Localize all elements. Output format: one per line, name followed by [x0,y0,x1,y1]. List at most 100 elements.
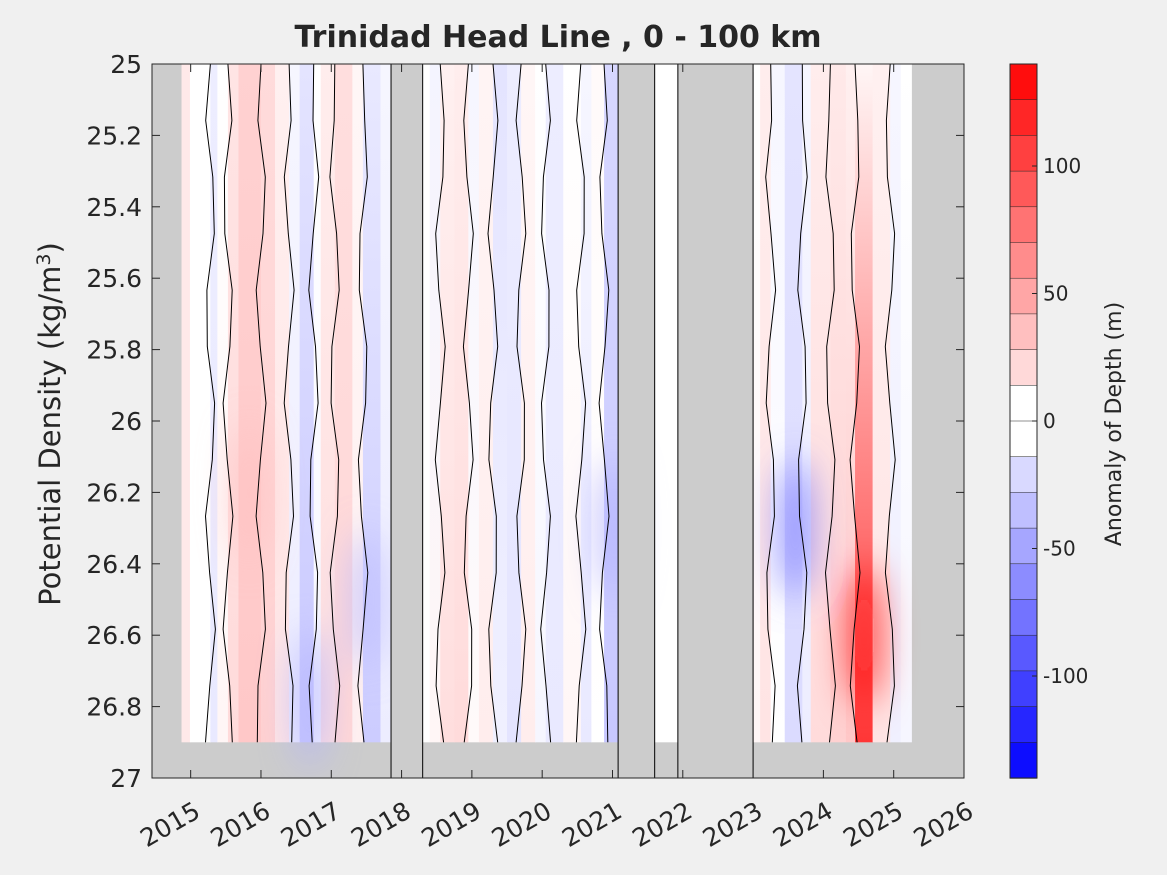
anomaly-column [299,64,315,743]
anomaly-column [260,64,276,743]
contour-line [204,64,216,743]
colorbar-swatch [1009,670,1038,708]
colorbar-swatch [1009,456,1038,494]
data-gaps [390,64,754,778]
anomaly-column [507,64,522,743]
y-tick-label: 26.6 [86,621,142,650]
y-tick-label: 26.4 [86,550,142,579]
anomaly-column [468,64,480,743]
anomaly-column [352,64,364,743]
data-gap [617,64,656,778]
contour-line [824,64,836,743]
y-tick-label: 26.2 [86,478,142,507]
anomaly-column [545,64,564,743]
anomaly-column [320,64,336,743]
anomaly-column [429,64,441,743]
anomaly-feature [352,529,381,670]
contour-line [515,64,527,743]
contour-line [849,64,861,743]
anomaly-column [521,64,536,743]
colorbar-swatch [1009,99,1038,137]
anomaly-column [454,64,469,743]
anomaly-column [872,64,891,743]
x-tick-label: 2018 [346,796,416,853]
contour-line [487,64,499,743]
anomaly-feature [781,458,810,599]
colorbar-tick-label: 50 [1043,282,1068,306]
colorbar-swatch [1009,385,1038,422]
anomaly-column [802,64,812,743]
anomaly-column [422,64,431,743]
colorbar-tick-label: 0 [1043,409,1056,433]
contour-lines [204,64,896,743]
contour-line [540,64,552,743]
anomaly-column [535,64,547,743]
y-axis-label: Potential Density (kg/m3) [33,242,67,606]
anomaly-feature [235,422,264,563]
anomaly-column [275,64,290,743]
colorbar-tick-label: 100 [1043,154,1081,178]
anomaly-column [770,64,786,743]
anomaly-column [181,64,191,743]
anomaly-column [289,64,301,743]
x-tick-label: 2021 [557,796,627,853]
contour-line [283,64,295,743]
anomaly-column [830,64,847,743]
contour-line [765,64,777,743]
anomaly-column [580,64,592,743]
anomaly-column [845,64,856,743]
y-axis: 25 25.2 25.4 25.6 25.8 26 26.2 26.4 26.6 26.8 27 [86,50,964,793]
anomaly-column [189,64,211,743]
x-tick-label: 2015 [135,796,205,853]
contour-line [222,64,234,743]
anomaly-column [334,64,353,743]
x-tick-label: 2024 [768,796,838,853]
anomaly-column [784,64,803,743]
data-gap [390,64,424,778]
y-tick-label: 25.8 [86,336,142,365]
contour-line [598,64,610,743]
colorbar-ticks: 100 50 0 -50 -100 [1032,154,1088,688]
contour-line [796,64,808,743]
colorbar: 100 50 0 -50 -100 Anomaly of Depth (m) [1009,63,1127,779]
x-tick-label: 2017 [276,796,346,853]
y-tick-label: 25.4 [86,193,142,222]
y-tick-label: 26 [110,407,142,436]
colorbar-swatch [1009,170,1038,208]
colorbar-swatch [1009,706,1038,743]
y-axis-label-superscript: 3 [33,253,55,265]
contour-line [308,64,320,743]
x-tick-label: 2016 [206,796,276,853]
y-tick-label: 26.8 [86,693,142,722]
contour-line [884,64,896,743]
colorbar-swatch [1009,563,1038,601]
anomaly-column [227,64,240,743]
y-tick-label: 25.2 [86,121,142,150]
anomaly-column [478,64,494,743]
colorbar-swatch [1009,634,1038,672]
anomaly-column [238,64,262,743]
colorbar-swatch [1009,206,1038,244]
anomaly-column [760,64,772,743]
anomaly-column [890,64,902,743]
colorbar-swatch [1009,63,1038,101]
x-tick-label: 2023 [698,796,768,853]
data-gap [677,64,754,778]
colorbar-swatch [1009,492,1038,529]
y-tick-label: 27 [110,764,142,793]
colorbar-swatch [1009,420,1038,458]
anomaly-column [563,64,582,743]
colorbar-label: Anomaly of Depth (m) [1102,302,1127,546]
x-tick-label: 2019 [416,796,486,853]
colorbar-swatch [1009,242,1038,279]
x-tick-label: 2020 [487,796,557,853]
contour-line [255,64,267,743]
contour-line [357,64,369,743]
y-tick-label: 25 [110,50,142,79]
plot-area [152,64,964,778]
chart-title: Trinidad Head Line , 0 - 100 km [294,20,821,55]
anomaly-column [440,64,455,743]
contour-line [575,64,587,743]
anomaly-column [313,64,322,743]
contour-line [434,64,446,743]
